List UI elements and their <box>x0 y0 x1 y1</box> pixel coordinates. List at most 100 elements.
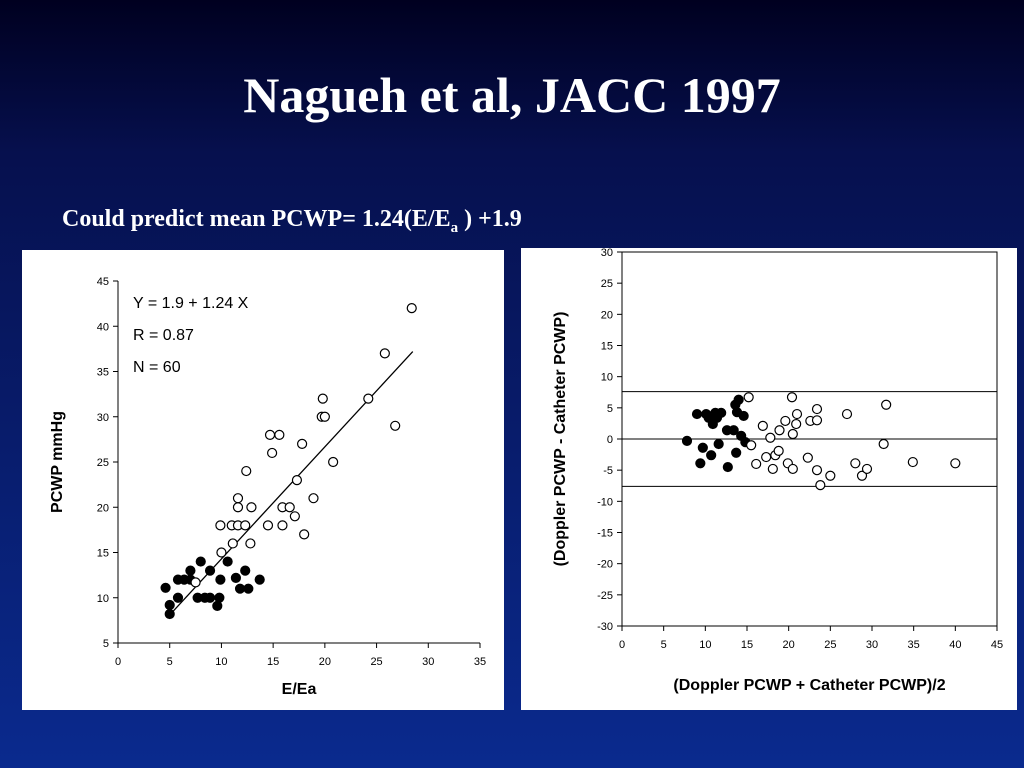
data-point <box>815 480 826 491</box>
data-point <box>379 348 390 359</box>
y-tick-label: 10 <box>97 593 109 605</box>
y-tick-label: 15 <box>97 548 109 560</box>
data-point <box>856 470 868 481</box>
data-point <box>317 393 328 404</box>
data-point <box>164 599 175 611</box>
x-tick-label: 20 <box>783 639 795 651</box>
y-tick-label: 0 <box>607 434 613 446</box>
y-tick-label: 10 <box>601 372 613 384</box>
x-tick-label: 35 <box>908 639 920 651</box>
data-point <box>761 451 772 463</box>
y-tick-label: 40 <box>97 321 109 333</box>
data-point <box>390 420 401 431</box>
y-tick-label: -20 <box>597 559 613 571</box>
data-point <box>230 572 242 583</box>
data-point <box>164 608 175 620</box>
x-tick-label: 0 <box>619 639 625 651</box>
data-point <box>406 303 417 314</box>
data-point <box>185 565 196 576</box>
data-point <box>308 493 319 504</box>
data-point <box>787 428 798 440</box>
data-point <box>811 415 823 426</box>
x-tick-label: 45 <box>991 639 1003 651</box>
x-tick-label: 40 <box>949 639 961 651</box>
data-point <box>825 470 836 481</box>
y-axis-label: (Doppler PCWP - Catheter PCWP) <box>552 312 569 567</box>
data-point <box>731 447 742 458</box>
data-point <box>212 600 223 611</box>
data-point <box>262 520 274 531</box>
data-point <box>232 502 244 513</box>
x-tick-label: 15 <box>741 639 753 651</box>
data-point <box>195 556 206 567</box>
data-point <box>811 465 823 476</box>
panel <box>22 250 504 710</box>
data-point <box>214 592 225 603</box>
y-tick-label: 5 <box>103 638 109 650</box>
data-point <box>780 415 791 427</box>
annotation: Y = 1.9 + 1.24 X <box>133 295 249 312</box>
data-point <box>160 582 171 593</box>
data-point <box>291 475 303 486</box>
panel <box>521 248 1017 710</box>
data-point <box>773 445 784 456</box>
x-tick-label: 35 <box>474 656 486 668</box>
y-tick-label: 30 <box>601 247 613 259</box>
y-tick-label: 20 <box>601 309 613 321</box>
x-tick-label: 30 <box>422 656 434 668</box>
x-tick-label: 20 <box>319 656 331 668</box>
data-point <box>706 450 717 461</box>
data-point <box>728 425 739 436</box>
data-point <box>765 432 776 443</box>
data-point <box>297 438 308 449</box>
x-tick-label: 15 <box>267 656 279 668</box>
data-point <box>811 403 823 415</box>
y-tick-label: -10 <box>597 496 613 508</box>
data-point <box>216 547 227 558</box>
data-point <box>716 407 727 418</box>
annotation: N = 60 <box>133 359 181 376</box>
x-tick-label: 0 <box>115 656 121 668</box>
data-point <box>757 420 768 432</box>
subtitle-text: ) +1.9 <box>458 206 522 232</box>
x-tick-label: 5 <box>661 639 667 651</box>
data-point <box>738 410 749 422</box>
data-point <box>787 463 798 475</box>
data-point <box>215 574 226 585</box>
data-point <box>733 394 744 405</box>
y-tick-label: 20 <box>97 502 109 514</box>
y-tick-label: 45 <box>97 276 109 288</box>
data-point <box>172 592 184 603</box>
data-point <box>234 583 246 594</box>
x-tick-label: 30 <box>866 639 878 651</box>
data-point <box>786 392 798 403</box>
data-point <box>254 574 265 585</box>
data-point <box>746 440 757 451</box>
data-point <box>215 520 226 531</box>
data-point <box>881 399 892 410</box>
data-point <box>861 463 873 475</box>
data-point <box>267 447 278 459</box>
y-tick-label: 5 <box>607 403 613 415</box>
data-point <box>751 458 762 470</box>
x-tick-label: 5 <box>167 656 173 668</box>
data-point <box>681 435 693 446</box>
slide-subtitle: Could predict mean PCWP= 1.24(E/Ea ) +1.… <box>62 206 522 236</box>
x-tick-label: 25 <box>370 656 382 668</box>
data-point <box>190 577 201 588</box>
data-point <box>319 411 330 422</box>
data-point <box>774 425 785 436</box>
data-point <box>743 392 754 403</box>
data-point <box>299 529 310 540</box>
y-tick-label: 35 <box>97 367 109 379</box>
x-tick-label: 25 <box>824 639 836 651</box>
data-point <box>713 438 724 450</box>
y-tick-label: 25 <box>601 278 613 290</box>
y-tick-label: 15 <box>601 341 613 353</box>
data-point <box>227 538 238 549</box>
data-point <box>222 556 233 567</box>
data-point <box>274 429 285 440</box>
data-point <box>328 456 339 468</box>
x-axis-label: E/Ea <box>282 681 317 698</box>
